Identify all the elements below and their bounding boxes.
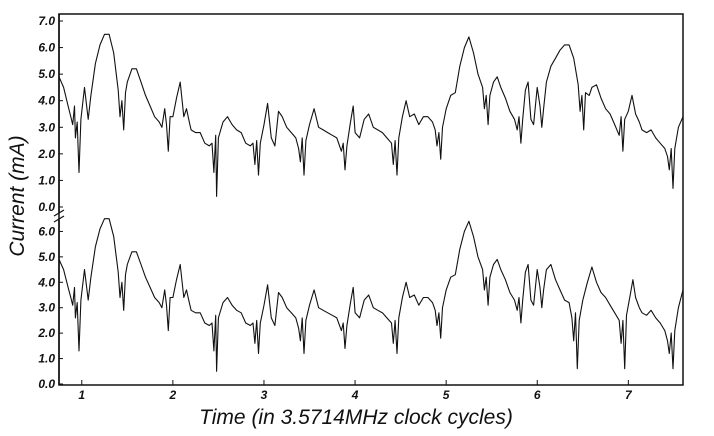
top-y-tick-label: 1.0 [38,173,55,187]
top-current-trace [58,33,684,197]
x-tick-label: 2 [169,388,177,402]
x-ticks: 1 2 3 4 5 6 7 [78,380,633,402]
y-axis-label: Current (mA) [6,135,29,256]
bottom-current-trace [58,218,684,372]
bottom-y-tick-label: 4.0 [37,275,55,289]
top-y-tick-label: 7.0 [38,14,55,28]
bottom-y-tick-label: 2.0 [37,326,55,340]
x-tick-label: 5 [443,388,450,402]
top-y-tick-label: 6.0 [38,41,55,55]
x-tick-label: 3 [261,388,268,402]
bottom-y-tick-label: 5.0 [38,250,55,264]
x-tick-label: 6 [534,388,541,402]
bottom-y-tick-label: 0.0 [38,377,55,391]
bottom-y-tick-label: 6.0 [38,224,55,238]
top-y-tick-label: 0.0 [38,200,55,214]
bottom-y-tick-label: 3.0 [38,301,55,315]
axis-break-mark-bottom [53,215,65,223]
x-axis-label: Time (in 3.5714MHz clock cycles) [199,406,513,429]
x-tick-label: 7 [625,388,633,402]
top-y-tick-label: 5.0 [38,67,55,81]
plot-frame [58,13,684,386]
y-ticks-bottom: 0.0 1.0 2.0 3.0 4.0 5.0 6.0 [37,224,63,391]
top-y-tick-label: 3.0 [38,120,55,134]
x-tick-label: 1 [78,388,85,402]
bottom-y-tick-label: 1.0 [38,352,55,366]
top-y-tick-label: 4.0 [37,94,55,108]
y-ticks-top: 0.0 1.0 2.0 3.0 4.0 5.0 6.0 7.0 [37,14,63,214]
x-tick-label: 4 [351,388,359,402]
top-y-tick-label: 2.0 [37,147,55,161]
axis-break-mark-top [53,209,65,217]
